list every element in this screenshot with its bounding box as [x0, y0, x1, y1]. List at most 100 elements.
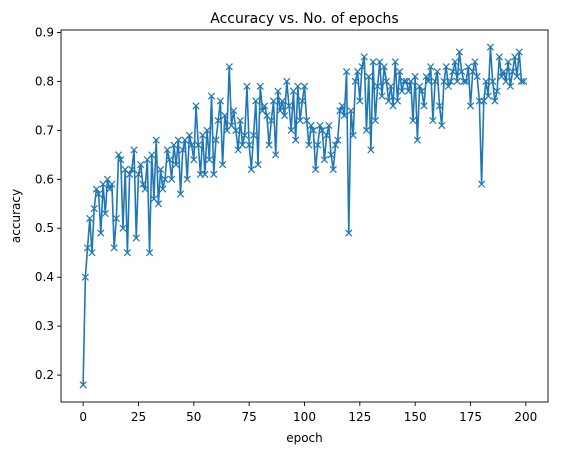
x-axis-ticks: 0 25 50 75 100 125 150 175 200 — [79, 402, 537, 424]
data-point-marker — [347, 107, 355, 115]
chart-title: Accuracy vs. No. of epochs — [210, 11, 398, 27]
data-point-marker — [287, 126, 295, 134]
data-point-marker — [323, 131, 331, 139]
y-axis-ticks: 0.2 0.3 0.4 0.5 0.6 0.7 0.8 0.9 — [35, 25, 61, 382]
data-point-marker — [429, 116, 437, 125]
data-point-marker — [218, 160, 227, 169]
data-point-marker — [207, 92, 216, 100]
data-point-marker — [311, 165, 320, 174]
data-point-marker — [252, 97, 260, 105]
data-point-marker — [79, 381, 87, 389]
data-point-marker — [325, 121, 333, 130]
x-tick-label: 75 — [242, 410, 257, 424]
data-point-marker — [371, 116, 379, 125]
data-point-marker — [179, 146, 187, 154]
data-point-marker — [205, 156, 213, 164]
data-point-marker — [161, 175, 169, 183]
data-point-marker — [387, 82, 395, 90]
data-point-marker — [520, 77, 528, 86]
data-point-marker — [356, 97, 364, 105]
y-tick-label: 0.9 — [35, 25, 54, 39]
data-point-marker — [442, 63, 450, 71]
x-tick-label: 175 — [459, 410, 482, 424]
data-point-marker — [134, 170, 143, 179]
data-point-marker — [435, 102, 444, 110]
y-tick-label: 0.4 — [35, 270, 54, 284]
data-point-marker — [453, 77, 461, 86]
data-point-marker — [176, 190, 185, 198]
data-point-marker — [190, 156, 198, 164]
data-point-marker — [125, 170, 134, 179]
data-point-marker — [334, 136, 342, 144]
data-point-marker — [314, 141, 322, 149]
data-point-marker — [438, 121, 446, 130]
data-point-marker — [254, 160, 262, 169]
data-point-marker — [256, 82, 264, 90]
data-point-marker — [280, 112, 289, 120]
data-point-marker — [216, 97, 225, 105]
data-point-marker — [108, 180, 116, 188]
data-point-marker — [145, 249, 154, 257]
data-point-marker — [404, 87, 413, 95]
data-point-marker — [482, 77, 490, 86]
data-point-marker — [362, 126, 371, 134]
data-point-marker — [455, 48, 464, 56]
data-point-marker — [278, 97, 286, 105]
data-point-marker — [172, 160, 180, 169]
data-point-marker — [340, 112, 348, 120]
data-point-marker — [185, 131, 194, 139]
data-point-marker — [81, 273, 89, 281]
data-point-marker — [449, 67, 457, 76]
data-point-marker — [309, 126, 317, 134]
data-point-marker — [214, 116, 222, 125]
data-point-marker — [378, 92, 386, 100]
data-point-marker — [192, 102, 200, 110]
data-point-marker — [117, 156, 125, 164]
data-point-marker — [418, 87, 426, 95]
data-point-marker — [491, 97, 499, 105]
plot-area — [60, 29, 549, 403]
data-point-marker — [316, 121, 324, 130]
data-point-marker — [400, 77, 408, 86]
data-point-marker — [245, 141, 253, 149]
data-point-marker — [88, 249, 96, 257]
data-point-marker — [90, 205, 98, 213]
data-point-marker — [165, 156, 174, 164]
data-point-marker — [367, 146, 375, 154]
x-tick-label: 150 — [404, 410, 427, 424]
y-tick-label: 0.5 — [35, 221, 54, 235]
data-point-marker — [409, 116, 417, 125]
data-point-marker — [365, 72, 373, 81]
y-tick-label: 0.7 — [35, 123, 54, 137]
data-point-marker — [243, 82, 251, 90]
data-point-marker — [232, 126, 240, 134]
data-point-marker — [473, 72, 481, 81]
data-point-marker — [413, 136, 422, 144]
x-tick-label: 0 — [79, 410, 87, 424]
data-point-marker — [489, 77, 497, 86]
data-point-marker — [380, 63, 388, 71]
data-point-marker — [433, 67, 441, 76]
data-point-marker — [201, 170, 209, 179]
data-point-marker — [307, 121, 315, 130]
data-point-marker — [156, 165, 165, 174]
data-point-marker — [210, 170, 218, 179]
data-point-marker — [446, 77, 455, 86]
data-point-marker — [349, 131, 357, 139]
data-point-marker — [221, 112, 229, 120]
data-point-marker — [300, 82, 309, 90]
data-point-marker — [424, 77, 433, 86]
data-point-marker — [327, 151, 335, 159]
data-point-marker — [458, 67, 466, 76]
data-point-marker — [506, 82, 514, 90]
data-point-marker — [305, 141, 313, 149]
x-tick-label: 50 — [186, 410, 201, 424]
data-point-marker — [393, 97, 402, 105]
data-point-marker — [230, 107, 238, 115]
data-point-marker — [101, 209, 109, 218]
data-point-marker — [320, 156, 329, 164]
data-point-marker — [422, 72, 430, 81]
data-point-marker — [331, 141, 340, 149]
data-point-marker — [139, 180, 147, 188]
data-point-marker — [163, 146, 171, 154]
